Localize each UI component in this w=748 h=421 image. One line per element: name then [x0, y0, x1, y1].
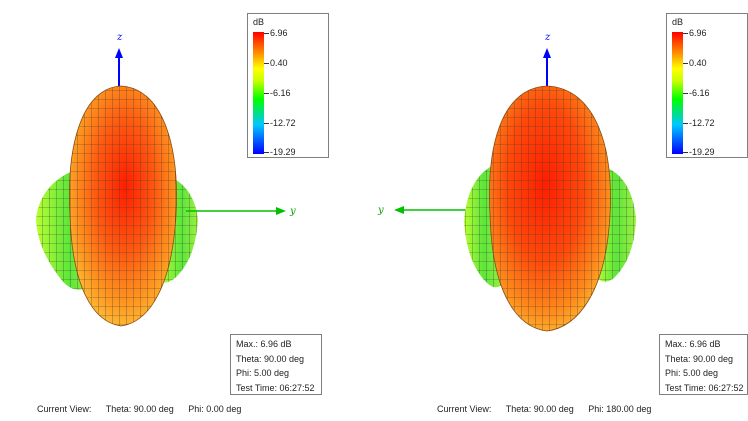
- current-view-theta: Theta: 90.00 deg: [505, 404, 574, 414]
- test-time-text: Test Time: 06:27:52: [665, 382, 744, 393]
- legend-tick-label: 0.40: [270, 58, 288, 68]
- current-view-status: Current View: Theta: 90.00 deg Phi: 0.00…: [37, 404, 253, 414]
- theta-text: Theta: 90.00 deg: [236, 353, 305, 364]
- legend-unit: dB: [672, 17, 684, 27]
- legend-tick-label: -6.16: [689, 88, 710, 98]
- y-axis-label: y: [289, 206, 296, 217]
- peak-info-box: Max.: 6.96 dB Theta: 90.00 deg Phi: 5.00…: [659, 334, 748, 395]
- current-view-phi: Phi: 180.00 deg: [588, 404, 652, 414]
- legend-tick-label: 6.96: [689, 28, 707, 38]
- current-view-theta: Theta: 90.00 deg: [105, 404, 174, 414]
- z-axis-label: z: [544, 32, 551, 43]
- max-gain-text: Max.: 6.96 dB: [665, 339, 721, 349]
- legend-color-bar: [672, 32, 683, 154]
- peak-info-box: Max.: 6.96 dB Theta: 90.00 deg Phi: 5.00…: [230, 334, 322, 395]
- main-lobe: [69, 85, 177, 327]
- legend-tick-label: -12.72: [689, 118, 715, 128]
- z-axis-label: z: [116, 32, 123, 43]
- color-scale-legend: dB 6.96 0.40 -6.16 -12.72 -19.29: [247, 13, 329, 158]
- phi-text: Phi: 5.00 deg: [236, 368, 290, 378]
- color-scale-legend: dB 6.96 0.40 -6.16 -12.72 -19.29: [666, 13, 748, 158]
- legend-tick-label: -6.16: [270, 88, 291, 98]
- phi-text: Phi: 5.00 deg: [665, 368, 719, 378]
- legend-color-bar: [253, 32, 264, 154]
- legend-tick-label: 6.96: [270, 28, 288, 38]
- main-lobe: [489, 85, 611, 332]
- y-axis: y: [186, 206, 296, 217]
- current-view-label: Current View:: [437, 404, 492, 414]
- legend-tick-label: -19.29: [270, 147, 296, 157]
- radiation-pattern-panel-left: z y dB 6.96 0.40 -6: [0, 0, 374, 414]
- current-view-status: Current View: Theta: 90.00 deg Phi: 180.…: [437, 404, 663, 414]
- theta-text: Theta: 90.00 deg: [665, 353, 734, 364]
- max-gain-text: Max.: 6.96 dB: [236, 339, 292, 349]
- 3d-viewport-left[interactable]: z y: [0, 0, 374, 400]
- legend-tick-label: -19.29: [689, 147, 715, 157]
- radiation-pattern-panel-right: z y dB 6.96 0.40 -6: [374, 0, 748, 421]
- legend-tick-label: -12.72: [270, 118, 296, 128]
- test-time-text: Test Time: 06:27:52: [236, 382, 315, 393]
- legend-unit: dB: [253, 17, 265, 27]
- 3d-viewport-right[interactable]: z y: [374, 0, 748, 400]
- current-view-phi: Phi: 0.00 deg: [188, 404, 242, 414]
- legend-tick-label: 0.40: [689, 58, 707, 68]
- y-axis-label: y: [377, 205, 384, 216]
- current-view-label: Current View:: [37, 404, 92, 414]
